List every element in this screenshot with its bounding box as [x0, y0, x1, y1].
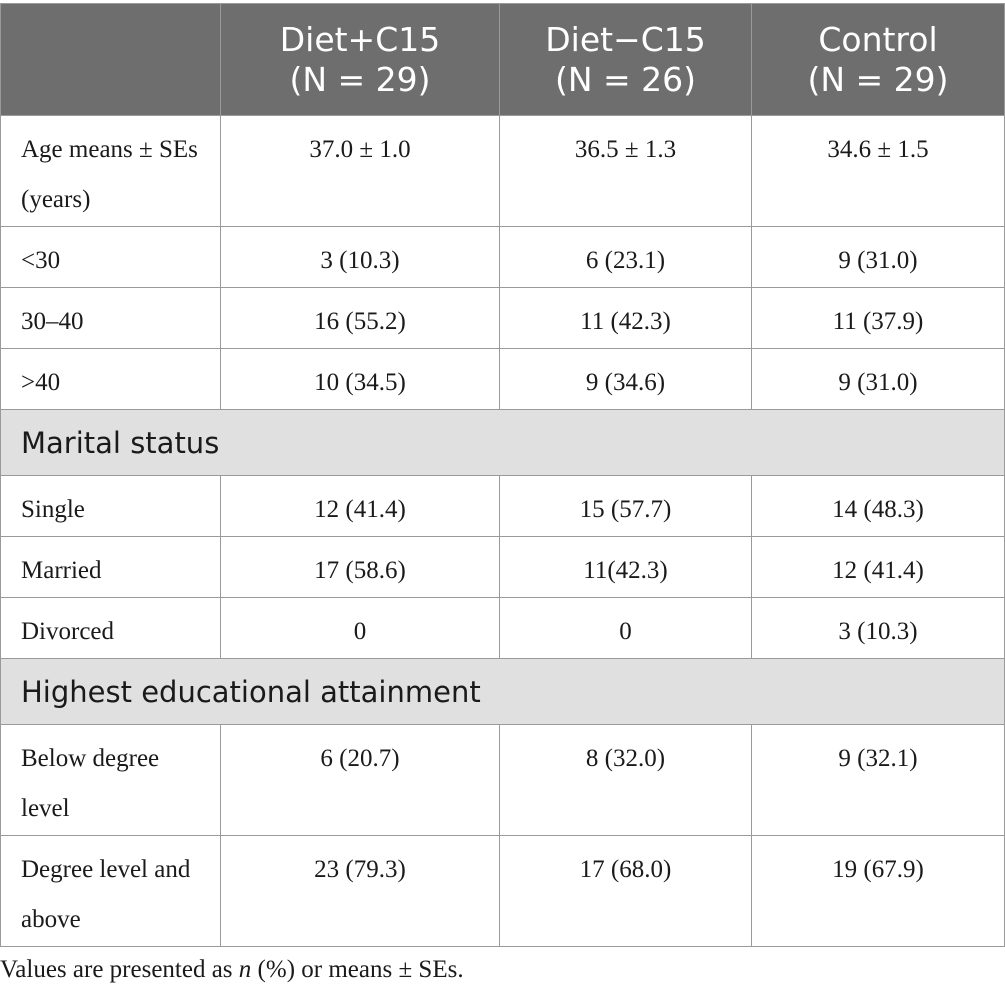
- row-label: Divorced: [0, 597, 221, 659]
- row-label: Below degree level: [0, 724, 221, 836]
- header-control: Control (N = 29): [751, 3, 1005, 116]
- cell-value: 11 (42.3): [499, 287, 752, 349]
- header-diet-plus-c15: Diet+C15 (N = 29): [220, 3, 500, 116]
- cell-value: 9 (32.1): [751, 724, 1005, 836]
- row-label: Age means ± SEs (years): [0, 115, 221, 227]
- section-row: Highest educational attainment: [0, 658, 1005, 725]
- group-n: (N = 29): [289, 59, 431, 99]
- table-row: Married 17 (58.6) 11(42.3) 12 (41.4): [0, 536, 1005, 598]
- table-row: 30–40 16 (55.2) 11 (42.3) 11 (37.9): [0, 287, 1005, 349]
- cell-value: 11 (37.9): [751, 287, 1005, 349]
- cell-value: 17 (68.0): [499, 835, 752, 947]
- section-row: Marital status: [0, 409, 1005, 476]
- cell-value: 10 (34.5): [220, 348, 500, 410]
- cell-value: 17 (58.6): [220, 536, 500, 598]
- footnote-suffix: (%) or means ± SEs.: [251, 956, 464, 983]
- row-label: Degree level and above: [0, 835, 221, 947]
- section-heading-educational-attainment: Highest educational attainment: [0, 658, 1005, 725]
- group-n: (N = 29): [807, 59, 949, 99]
- row-label: Married: [0, 536, 221, 598]
- cell-value: 12 (41.4): [751, 536, 1005, 598]
- section-heading-marital-status: Marital status: [0, 409, 1005, 476]
- cell-value: 0: [499, 597, 752, 659]
- header-diet-minus-c15: Diet−C15 (N = 26): [499, 3, 752, 116]
- cell-value: 6 (20.7): [220, 724, 500, 836]
- header-row: Diet+C15 (N = 29) Diet−C15 (N = 26) Cont…: [0, 3, 1005, 116]
- cell-value: 23 (79.3): [220, 835, 500, 947]
- table-row: >40 10 (34.5) 9 (34.6) 9 (31.0): [0, 348, 1005, 410]
- cell-value: 6 (23.1): [499, 226, 752, 288]
- footnote-prefix: Values are presented as: [0, 956, 239, 983]
- cell-value: 37.0 ± 1.0: [220, 115, 500, 227]
- cell-value: 8 (32.0): [499, 724, 752, 836]
- table-row: Single 12 (41.4) 15 (57.7) 14 (48.3): [0, 475, 1005, 537]
- table-row: Below degree level 6 (20.7) 8 (32.0) 9 (…: [0, 724, 1005, 836]
- cell-value: 14 (48.3): [751, 475, 1005, 537]
- table-row: Degree level and above 23 (79.3) 17 (68.…: [0, 835, 1005, 947]
- row-label: Single: [0, 475, 221, 537]
- demographics-table: Diet+C15 (N = 29) Diet−C15 (N = 26) Cont…: [0, 3, 1005, 947]
- cell-value: 11(42.3): [499, 536, 752, 598]
- group-name: Diet−C15: [545, 19, 706, 59]
- row-label: 30–40: [0, 287, 221, 349]
- cell-value: 36.5 ± 1.3: [499, 115, 752, 227]
- table-row: Divorced 0 0 3 (10.3): [0, 597, 1005, 659]
- cell-value: 9 (31.0): [751, 348, 1005, 410]
- table-footnote: Values are presented as n (%) or means ±…: [0, 956, 464, 984]
- header-blank-cell: [0, 3, 221, 116]
- cell-value: 16 (55.2): [220, 287, 500, 349]
- group-n: (N = 26): [554, 59, 697, 99]
- cell-value: 9 (34.6): [499, 348, 752, 410]
- cell-value: 0: [220, 597, 500, 659]
- row-label: >40: [0, 348, 221, 410]
- group-name: Control: [818, 19, 938, 59]
- cell-value: 15 (57.7): [499, 475, 752, 537]
- cell-value: 9 (31.0): [751, 226, 1005, 288]
- table-row: <30 3 (10.3) 6 (23.1) 9 (31.0): [0, 226, 1005, 288]
- group-name: Diet+C15: [279, 19, 441, 59]
- cell-value: 3 (10.3): [220, 226, 500, 288]
- footnote-n-symbol: n: [238, 956, 252, 983]
- cell-value: 12 (41.4): [220, 475, 500, 537]
- cell-value: 34.6 ± 1.5: [751, 115, 1005, 227]
- table-row: Age means ± SEs (years) 37.0 ± 1.0 36.5 …: [0, 115, 1005, 227]
- cell-value: 3 (10.3): [751, 597, 1005, 659]
- cell-value: 19 (67.9): [751, 835, 1005, 947]
- row-label: <30: [0, 226, 221, 288]
